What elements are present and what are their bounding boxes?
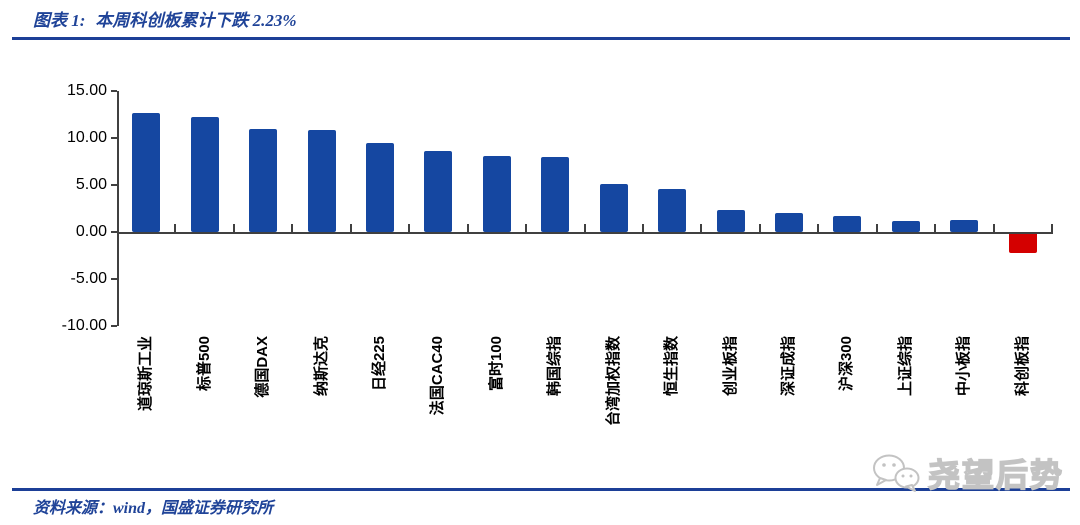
x-axis-tick — [232, 224, 235, 234]
y-axis-tick-label: 5.00 — [75, 176, 107, 193]
source-note: 资料来源：wind，国盛证券研究所 — [33, 500, 274, 517]
x-axis-tick — [992, 224, 995, 234]
y-axis-tick-label: 10.00 — [66, 129, 107, 146]
x-axis-label: 道琼斯工业 — [137, 336, 155, 412]
x-axis-label: 深证成指 — [780, 336, 798, 397]
chart-bar — [541, 156, 570, 232]
chart-bar — [307, 130, 336, 232]
y-axis-tick — [111, 90, 117, 92]
chart-bar — [950, 219, 979, 232]
chart-bar — [249, 128, 278, 232]
x-axis-label: 上证综指 — [896, 336, 914, 397]
y-axis-tick — [111, 278, 117, 280]
x-axis-label: 法国CAC40 — [429, 336, 447, 416]
top-divider — [12, 37, 1070, 40]
x-axis-tick — [583, 224, 586, 234]
figure-caption-text: 本周科创板累计下跌 2.23% — [95, 11, 297, 30]
x-axis-label: 恒生指数 — [663, 336, 681, 397]
x-axis-label: 台湾加权指数 — [604, 336, 622, 427]
chart-bar — [365, 142, 394, 232]
x-axis-tick — [291, 224, 294, 234]
x-axis-label: 德国DAX — [254, 336, 272, 398]
x-axis-label: 纳斯达克 — [312, 336, 330, 397]
chart-bar — [1008, 232, 1037, 253]
x-axis-tick — [174, 224, 177, 234]
x-axis-tick — [875, 224, 878, 234]
x-axis-label: 标普500 — [195, 336, 213, 392]
chart-bar — [599, 184, 628, 232]
y-axis-tick — [111, 231, 117, 233]
y-axis-tick — [111, 325, 117, 327]
chart-bar — [833, 216, 862, 232]
x-axis-tick — [934, 224, 937, 234]
y-axis-line — [117, 91, 119, 326]
x-axis-tick — [408, 224, 411, 234]
x-axis-label: 沪深300 — [838, 336, 856, 392]
x-axis-label: 日经225 — [370, 336, 388, 392]
figure-title: 图表 1: 本周科创板累计下跌 2.23% — [33, 6, 297, 31]
x-axis-tick — [641, 224, 644, 234]
chart-bar — [775, 213, 804, 232]
y-axis-tick-label: 15.00 — [66, 82, 107, 99]
y-axis-tick — [111, 137, 117, 139]
x-axis-tick — [700, 224, 703, 234]
x-axis-label: 韩国综指 — [546, 336, 564, 397]
watermark-text: 尧望后势 — [927, 456, 1064, 494]
x-axis-label: 科创板指 — [1013, 336, 1031, 397]
wechat-icon — [872, 454, 920, 492]
chart-bar — [658, 188, 687, 232]
x-axis-tick — [349, 224, 352, 234]
y-axis-tick — [111, 184, 117, 186]
x-axis-label: 富时100 — [487, 336, 505, 392]
x-axis-label: 中小板指 — [955, 336, 973, 397]
bar-chart: 15.00 10.00 5.00 0.00 -5.00 -10.00 道琼斯工业 标普500 德… — [61, 82, 1053, 427]
x-axis-tick — [1051, 224, 1053, 234]
figure-caption-label: 图表 1: — [33, 11, 86, 30]
chart-bar — [891, 220, 920, 232]
chart-bar — [716, 210, 745, 232]
x-axis-tick — [817, 224, 820, 234]
bottom-divider — [12, 488, 1070, 491]
y-axis-tick-label: -5.00 — [70, 270, 107, 287]
chart-bar — [190, 117, 219, 232]
x-axis-label: 创业板指 — [721, 336, 739, 397]
chart-bar — [482, 155, 511, 232]
chart-bar — [132, 112, 161, 232]
x-axis-tick — [466, 224, 469, 234]
x-axis-tick — [525, 224, 528, 234]
watermark: 尧望后势 — [870, 450, 1064, 496]
x-axis-tick — [758, 224, 761, 234]
chart-bar — [424, 151, 453, 232]
y-axis-tick-label: 0.00 — [75, 223, 107, 240]
y-axis-tick-label: -10.00 — [61, 317, 107, 334]
